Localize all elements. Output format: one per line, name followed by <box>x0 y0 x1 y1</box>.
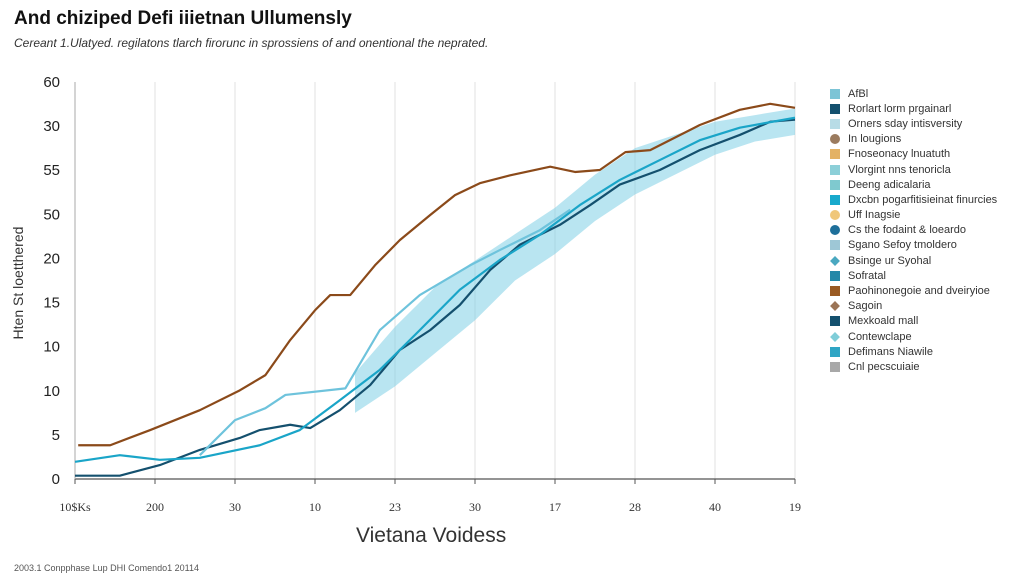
legend-label: Fnoseonacy lnuatuth <box>848 148 951 161</box>
x-tick-label: 19 <box>789 500 801 514</box>
legend-label: Vlorgint nns tenoricla <box>848 163 951 176</box>
legend-item: Uff Inagsie <box>830 208 997 223</box>
chart-title: And chiziped Defi iiietnan Ullumensly <box>14 8 352 29</box>
legend-label: Bsinge ur Syohal <box>848 254 932 267</box>
legend-item: In lougions <box>830 132 997 147</box>
x-tick-label: 10 <box>309 500 321 514</box>
legend-label: Rorlart lorm prgainarl <box>848 102 952 115</box>
legend-item: Mexkoald mall <box>830 314 997 329</box>
legend-swatch-icon <box>830 346 840 357</box>
y-tick-label: 0 <box>52 471 60 488</box>
legend-item: Bsinge ur Syohal <box>830 253 997 268</box>
legend-label: Dxcbn pogarfitisieinat finurcies <box>848 193 998 206</box>
series-line <box>199 208 571 456</box>
legend-label: Cs the fodaint & loeardo <box>848 224 967 237</box>
legend-item: Cs the fodaint & loeardo <box>830 223 997 238</box>
legend: AfBl Rorlart lorm prgainarl Orners sday in… <box>830 86 997 375</box>
legend-swatch-icon <box>830 164 840 175</box>
legend-item: Deeng adicalaria <box>830 177 997 192</box>
legend-label: Uff Inagsie <box>848 209 901 222</box>
legend-swatch-icon <box>830 88 840 99</box>
legend-swatch-icon <box>830 270 840 281</box>
x-tick-label: 28 <box>629 500 641 514</box>
legend-swatch-icon <box>830 240 840 251</box>
legend-item: Cnl pecscuiaie <box>830 359 997 374</box>
legend-swatch-icon <box>830 286 840 297</box>
legend-label: Sofratal <box>848 269 886 282</box>
y-tick-label: 15 <box>43 295 60 312</box>
y-tick-label: 20 <box>43 250 60 267</box>
y-tick-label: 60 <box>43 74 60 91</box>
series-line <box>75 118 796 477</box>
y-tick-label: 5 <box>52 427 60 444</box>
legend-label: Paohinonegoie and dveiryioe <box>848 285 990 298</box>
legend-label: Contewclape <box>848 330 912 343</box>
x-tick-label: 30 <box>229 500 241 514</box>
legend-swatch-icon <box>830 225 840 236</box>
footnote: 2003.1 Conpphase Lup DHI Comendo1 20114 <box>14 563 199 573</box>
y-tick-label: 30 <box>43 118 60 135</box>
x-tick-label: 200 <box>146 500 164 514</box>
legend-swatch-icon <box>830 179 840 190</box>
x-tick-label: 30 <box>469 500 481 514</box>
y-tick-label: 10 <box>43 339 60 356</box>
legend-label: Cnl pecscuiaie <box>848 360 920 373</box>
legend-item: Dxcbn pogarfitisieinat finurcies <box>830 192 997 207</box>
legend-item: Fnoseonacy lnuatuth <box>830 147 997 162</box>
y-tick-label: 55 <box>43 162 60 179</box>
legend-item: Orners sday intisversity <box>830 116 997 131</box>
legend-item: Sofratal <box>830 268 997 283</box>
legend-swatch-icon <box>830 361 840 372</box>
x-tick-label: 10$Ks <box>59 500 91 514</box>
legend-item: Rorlart lorm prgainarl <box>830 101 997 116</box>
legend-item: Contewclape <box>830 329 997 344</box>
legend-swatch-icon <box>830 149 840 160</box>
x-tick-label: 17 <box>549 500 561 514</box>
legend-label: Sgano Sefoy tmoldero <box>848 239 957 252</box>
series-line <box>74 116 796 463</box>
legend-item: AfBl <box>830 86 997 101</box>
legend-item: Sgano Sefoy tmoldero <box>830 238 997 253</box>
y-tick-label: 50 <box>43 206 60 223</box>
x-axis-label: Vietana Voidess <box>356 524 507 547</box>
legend-label: Orners sday intisversity <box>848 117 963 130</box>
legend-item: Sagoin <box>830 299 997 314</box>
legend-label: In lougions <box>848 133 902 146</box>
confidence-band <box>355 108 795 413</box>
legend-label: Deeng adicalaria <box>848 178 931 191</box>
legend-swatch-icon <box>830 316 840 327</box>
chart-subtitle: Cereant 1.Ulatyed. regilatons tlarch fir… <box>14 36 489 50</box>
legend-swatch-icon <box>830 301 840 312</box>
legend-label: Sagoin <box>848 300 883 313</box>
series-line <box>78 102 796 447</box>
legend-swatch-icon <box>830 118 840 129</box>
legend-label: Defimans Niawile <box>848 345 933 358</box>
y-tick-label: 10 <box>43 383 60 400</box>
legend-swatch-icon <box>830 210 840 221</box>
legend-item: Paohinonegoie and dveiryioe <box>830 283 997 298</box>
legend-item: Defimans Niawile <box>830 344 997 359</box>
legend-label: AfBl <box>848 87 869 100</box>
legend-swatch-icon <box>830 194 840 205</box>
legend-label: Mexkoald mall <box>848 315 919 328</box>
legend-swatch-icon <box>830 134 840 145</box>
legend-swatch-icon <box>830 255 840 266</box>
legend-item: Vlorgint nns tenoricla <box>830 162 997 177</box>
legend-swatch-icon <box>830 103 840 114</box>
x-tick-label: 23 <box>389 500 401 514</box>
x-tick-label: 40 <box>709 500 721 514</box>
legend-swatch-icon <box>830 331 840 342</box>
